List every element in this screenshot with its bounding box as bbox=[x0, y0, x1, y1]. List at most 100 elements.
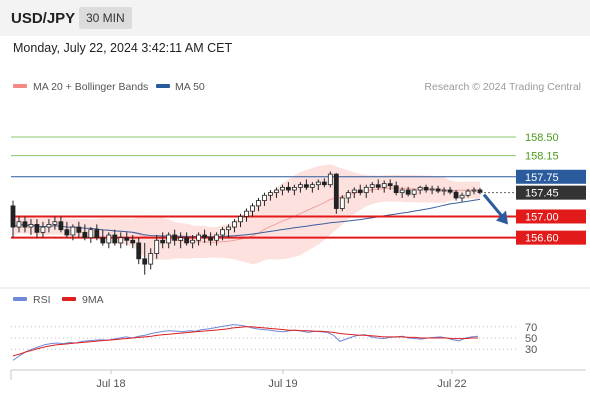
candle-body bbox=[202, 234, 207, 239]
candle-body bbox=[232, 221, 237, 228]
currency-pair-title: USD/JPY bbox=[11, 10, 76, 27]
candle-body bbox=[423, 186, 429, 191]
candle-body bbox=[196, 234, 202, 241]
candle-body bbox=[184, 237, 190, 244]
level-badge-support2 bbox=[516, 230, 586, 245]
candle-body bbox=[16, 221, 22, 228]
candle-body bbox=[393, 185, 399, 194]
price-labels: 157.45 bbox=[480, 185, 586, 200]
candle-body bbox=[339, 197, 345, 209]
candle-body bbox=[280, 186, 285, 191]
legend-9ma-label: 9MA bbox=[82, 294, 104, 306]
candle-body bbox=[447, 189, 453, 193]
price-levels: 158.50 158.15 157.75 157.00 156.60 bbox=[11, 132, 586, 245]
candle-body bbox=[100, 237, 106, 244]
candle-body bbox=[190, 239, 196, 244]
candle-body bbox=[40, 226, 46, 233]
legend-swatch-rsi bbox=[13, 297, 27, 301]
level-label-target2: 158.50 bbox=[525, 132, 559, 144]
candle-body bbox=[238, 216, 243, 223]
candle-body bbox=[309, 184, 315, 188]
level-label-support2: 156.60 bbox=[525, 233, 559, 245]
candle-body bbox=[262, 194, 267, 201]
x-axis: Jul 18 Jul 19 Jul 22 bbox=[11, 369, 586, 390]
legend-rsi-label: RSI bbox=[33, 294, 51, 306]
candle-body bbox=[208, 237, 213, 241]
chart-header: USD/JPY 30 MIN bbox=[0, 0, 590, 36]
candle-body bbox=[148, 253, 154, 265]
x-tick-label: Jul 18 bbox=[96, 378, 125, 390]
candle-body bbox=[136, 242, 142, 260]
timeframe-button[interactable]: 30 MIN bbox=[79, 7, 132, 29]
candle-body bbox=[315, 181, 321, 186]
candlesticks bbox=[10, 171, 483, 275]
candle-body bbox=[357, 189, 363, 194]
current-price-label: 157.45 bbox=[525, 188, 559, 200]
candle-body bbox=[327, 173, 333, 186]
rsi-tick-label: 70 bbox=[525, 322, 537, 334]
candle-body bbox=[118, 237, 124, 244]
candle-body bbox=[405, 189, 411, 195]
candle-body bbox=[363, 186, 369, 194]
level-label-target1: 158.15 bbox=[525, 151, 559, 163]
candle-body bbox=[178, 237, 184, 241]
candle-body bbox=[28, 224, 34, 228]
candle-body bbox=[88, 229, 94, 239]
candle-body bbox=[381, 183, 387, 188]
candle-body bbox=[244, 210, 249, 217]
candle-body bbox=[46, 224, 52, 228]
candle-body bbox=[411, 189, 417, 195]
candle-body bbox=[291, 186, 297, 191]
current-price-badge bbox=[516, 185, 586, 200]
candle-body bbox=[214, 234, 219, 241]
forecast-arrow bbox=[482, 193, 508, 225]
candle-body bbox=[375, 184, 381, 188]
candle-body bbox=[220, 229, 225, 236]
candle-body bbox=[10, 205, 16, 228]
candle-body bbox=[429, 188, 435, 191]
candle-body bbox=[345, 192, 351, 199]
candle-body bbox=[172, 234, 178, 241]
candle-body bbox=[130, 239, 136, 244]
rsi-tick-label: 50 bbox=[525, 333, 537, 345]
candle-body bbox=[112, 234, 118, 244]
candle-body bbox=[256, 200, 261, 207]
candle-body bbox=[94, 229, 100, 239]
forecast-arrow-shaft bbox=[482, 193, 505, 219]
candle-body bbox=[226, 226, 231, 231]
candle-body bbox=[351, 189, 357, 194]
candle-body bbox=[297, 184, 303, 188]
candle-body bbox=[321, 181, 327, 186]
legend-swatch-ma20 bbox=[13, 84, 27, 88]
level-badge-pivot bbox=[516, 169, 586, 184]
candle-body bbox=[471, 189, 477, 192]
candle-body bbox=[387, 183, 393, 187]
rsi-tick-label: 30 bbox=[525, 344, 537, 356]
candle-body bbox=[52, 221, 58, 225]
candle-body bbox=[124, 237, 130, 241]
candle-body bbox=[274, 189, 279, 194]
candle-body bbox=[22, 221, 28, 228]
candle-body bbox=[154, 239, 160, 254]
legend-ma20-label: MA 20 + Bollinger Bands bbox=[33, 81, 148, 93]
candle-body bbox=[64, 229, 70, 236]
x-tick-label: Jul 22 bbox=[437, 378, 466, 390]
candle-body bbox=[58, 221, 64, 231]
chart-datetime: Monday, July 22, 2024 3:42:11 AM CET bbox=[13, 41, 233, 55]
legend-swatch-ma50 bbox=[156, 84, 170, 88]
forecast-arrow-head bbox=[496, 210, 508, 225]
candle-body bbox=[70, 226, 76, 236]
legend-ma50-label: MA 50 bbox=[175, 81, 205, 93]
candle-body bbox=[459, 194, 465, 199]
candle-body bbox=[166, 234, 172, 244]
level-label-pivot: 157.75 bbox=[525, 172, 559, 184]
x-tick-label: Jul 19 bbox=[268, 378, 297, 390]
candle-body bbox=[417, 186, 423, 191]
candle-body bbox=[82, 231, 88, 239]
candle-body bbox=[268, 192, 273, 196]
candle-body bbox=[399, 189, 405, 194]
candle-body bbox=[142, 258, 148, 265]
